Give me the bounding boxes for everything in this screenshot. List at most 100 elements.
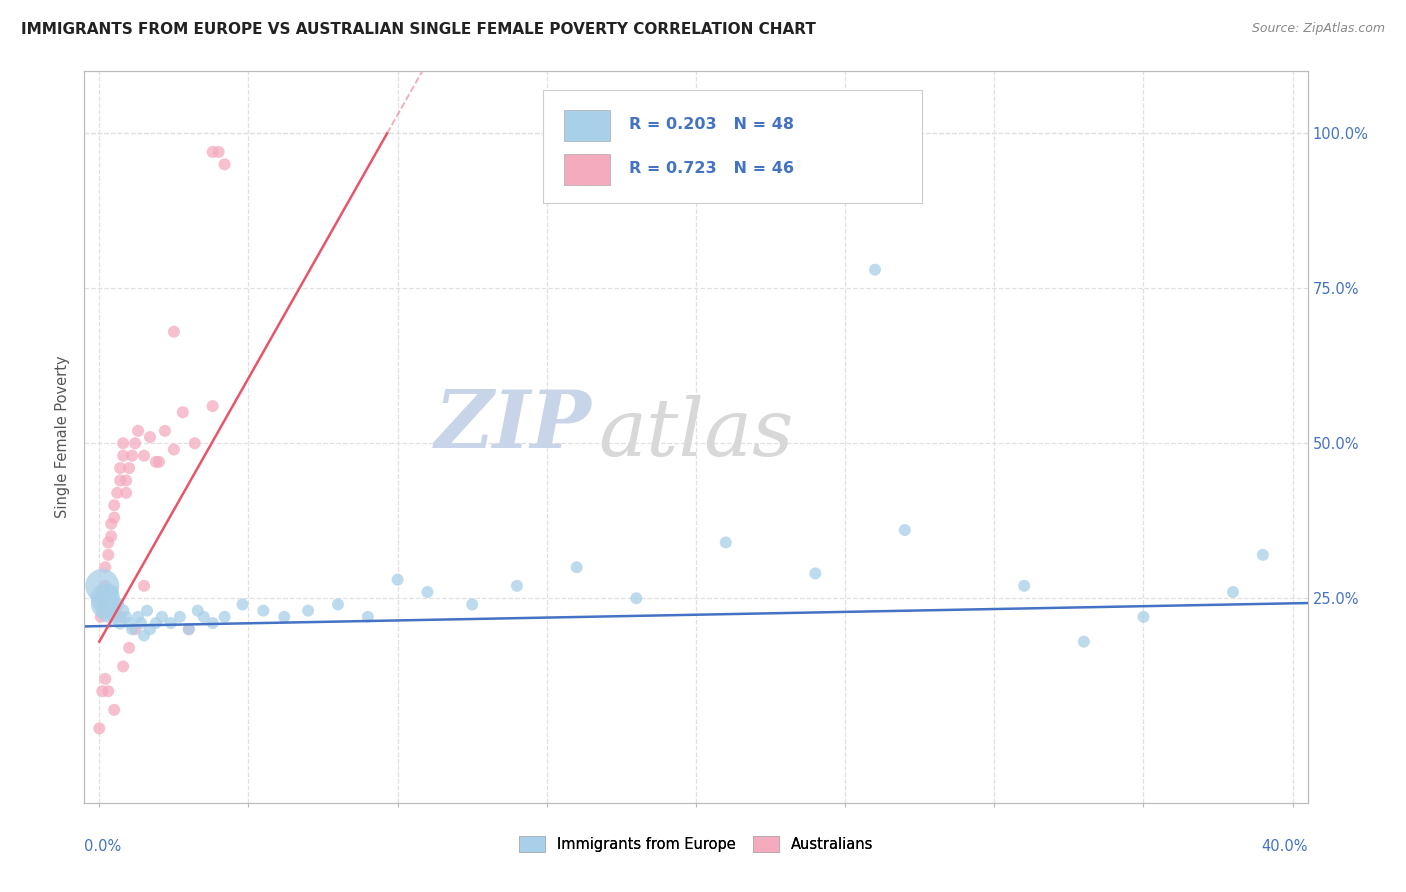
Point: [148, 455, 170, 469]
Point: [91, 579, 114, 593]
Point: [193, 610, 215, 624]
Point: [108, 610, 131, 624]
Point: [115, 610, 138, 624]
Point: [127, 424, 149, 438]
Point: [91, 598, 114, 612]
Point: [169, 610, 191, 624]
Point: [103, 703, 125, 717]
Point: [184, 436, 207, 450]
Point: [1251, 548, 1274, 562]
Point: [94, 672, 117, 686]
Point: [112, 449, 135, 463]
Point: [506, 579, 529, 593]
Text: atlas: atlas: [598, 394, 793, 472]
Point: [132, 449, 155, 463]
Point: [231, 598, 253, 612]
Point: [97, 548, 120, 562]
Point: [112, 659, 135, 673]
Point: [252, 604, 274, 618]
Point: [94, 591, 117, 606]
Text: 0.0%: 0.0%: [84, 839, 121, 855]
Point: [201, 615, 224, 630]
Point: [214, 610, 236, 624]
Point: [804, 566, 827, 581]
Point: [1222, 585, 1244, 599]
Point: [163, 325, 186, 339]
Y-axis label: Single Female Poverty: Single Female Poverty: [55, 356, 70, 518]
Point: [416, 585, 439, 599]
Point: [201, 145, 224, 159]
Point: [163, 442, 186, 457]
Point: [153, 424, 176, 438]
Text: R = 0.203   N = 48: R = 0.203 N = 48: [628, 117, 794, 132]
Point: [326, 598, 349, 612]
Point: [207, 145, 229, 159]
Point: [172, 405, 194, 419]
Point: [103, 610, 125, 624]
Point: [97, 535, 120, 549]
Point: [118, 640, 141, 655]
Legend: Immigrants from Europe, Australians: Immigrants from Europe, Australians: [513, 830, 879, 858]
Point: [387, 573, 409, 587]
Point: [297, 604, 319, 618]
FancyBboxPatch shape: [543, 90, 922, 203]
Point: [145, 455, 167, 469]
Point: [100, 585, 122, 599]
FancyBboxPatch shape: [564, 110, 610, 141]
Point: [461, 598, 484, 612]
Point: [100, 516, 122, 531]
Point: [118, 461, 141, 475]
Point: [150, 610, 173, 624]
Point: [273, 610, 295, 624]
Point: [121, 449, 143, 463]
Point: [115, 474, 138, 488]
Point: [103, 510, 125, 524]
Point: [112, 436, 135, 450]
Point: [108, 615, 131, 630]
Point: [103, 498, 125, 512]
Point: [894, 523, 917, 537]
Point: [89, 722, 111, 736]
Point: [357, 610, 380, 624]
Point: [124, 436, 146, 450]
Point: [108, 461, 131, 475]
Point: [565, 560, 588, 574]
Point: [177, 622, 200, 636]
Point: [145, 615, 167, 630]
Text: R = 0.723   N = 46: R = 0.723 N = 46: [628, 161, 794, 176]
Point: [132, 628, 155, 642]
Point: [91, 684, 114, 698]
Point: [214, 157, 236, 171]
Point: [1073, 634, 1095, 648]
Point: [112, 604, 135, 618]
Point: [94, 598, 117, 612]
Point: [97, 684, 120, 698]
Point: [136, 604, 159, 618]
Point: [97, 604, 120, 618]
Text: IMMIGRANTS FROM EUROPE VS AUSTRALIAN SINGLE FEMALE POVERTY CORRELATION CHART: IMMIGRANTS FROM EUROPE VS AUSTRALIAN SIN…: [21, 22, 815, 37]
Point: [714, 535, 737, 549]
Point: [124, 622, 146, 636]
Point: [1012, 579, 1035, 593]
Point: [863, 262, 886, 277]
Text: Source: ZipAtlas.com: Source: ZipAtlas.com: [1251, 22, 1385, 36]
Point: [94, 560, 117, 574]
Text: 40.0%: 40.0%: [1261, 839, 1308, 855]
Point: [115, 486, 138, 500]
Point: [127, 610, 149, 624]
Point: [90, 610, 112, 624]
Point: [1132, 610, 1154, 624]
Point: [105, 598, 128, 612]
Point: [100, 529, 122, 543]
Text: ZIP: ZIP: [434, 387, 592, 465]
Point: [91, 585, 114, 599]
Point: [121, 622, 143, 636]
Point: [108, 474, 131, 488]
Point: [118, 615, 141, 630]
Point: [132, 579, 155, 593]
Point: [626, 591, 648, 606]
Point: [129, 615, 152, 630]
Point: [139, 622, 162, 636]
Point: [201, 399, 224, 413]
Point: [105, 486, 128, 500]
